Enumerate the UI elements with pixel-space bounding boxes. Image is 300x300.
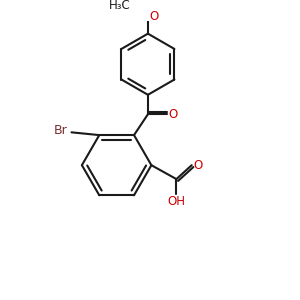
Text: O: O [149, 11, 159, 23]
Text: O: O [169, 108, 178, 121]
Text: Br: Br [54, 124, 68, 137]
Text: OH: OH [167, 195, 185, 208]
Text: H₃C: H₃C [108, 0, 130, 12]
Text: O: O [193, 159, 203, 172]
